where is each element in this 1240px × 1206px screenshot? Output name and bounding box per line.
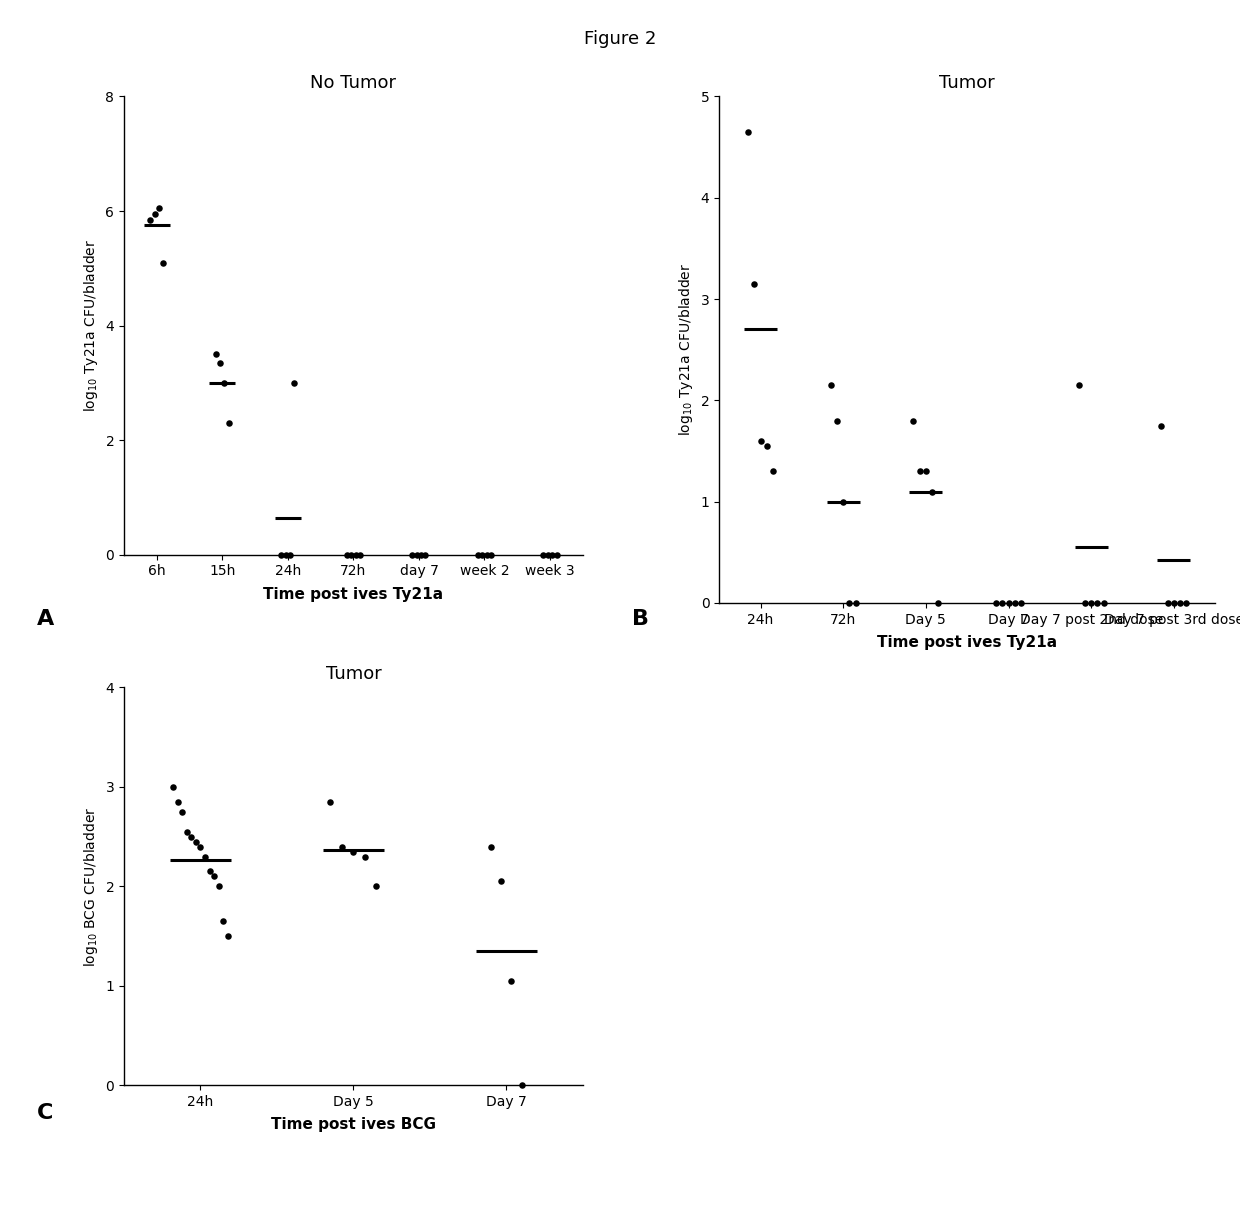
Point	[332, 837, 352, 856]
Title: Tumor: Tumor	[940, 74, 994, 92]
Point	[1158, 593, 1178, 613]
Point	[275, 545, 295, 564]
Point	[200, 862, 219, 882]
Point	[467, 545, 487, 564]
Y-axis label: log$_{10}$ BCG CFU/bladder: log$_{10}$ BCG CFU/bladder	[82, 807, 100, 966]
Point	[355, 847, 374, 866]
Point	[1069, 375, 1089, 394]
Point	[218, 926, 238, 946]
Point	[923, 482, 942, 502]
Point	[512, 1076, 532, 1095]
Point	[998, 593, 1018, 613]
Y-axis label: log$_{10}$ Ty21a CFU/bladder: log$_{10}$ Ty21a CFU/bladder	[677, 263, 696, 437]
Point	[343, 842, 363, 861]
Point	[280, 545, 300, 564]
Point	[1164, 593, 1184, 613]
Point	[403, 545, 423, 564]
Point	[145, 204, 165, 223]
Point	[206, 345, 226, 364]
Point	[341, 545, 361, 564]
Point	[542, 545, 562, 564]
Point	[1171, 593, 1190, 613]
Point	[195, 847, 215, 866]
Point	[191, 837, 211, 856]
Point	[412, 545, 432, 564]
Point	[215, 374, 234, 393]
Point	[219, 414, 239, 433]
Point	[916, 462, 936, 481]
Point	[208, 877, 228, 896]
Point	[827, 411, 847, 431]
Point	[272, 545, 291, 564]
Point	[186, 832, 206, 851]
Point	[407, 545, 427, 564]
Point	[149, 199, 169, 218]
Point	[1152, 416, 1172, 435]
Point	[205, 867, 224, 886]
Point	[172, 802, 192, 821]
Point	[1004, 593, 1024, 613]
Point	[154, 253, 174, 273]
Point	[1087, 593, 1107, 613]
Point	[415, 545, 435, 564]
Point	[986, 593, 1006, 613]
Point	[839, 593, 859, 613]
Point	[744, 274, 764, 293]
Point	[1075, 593, 1095, 613]
Point	[1094, 593, 1114, 613]
Point	[167, 792, 187, 812]
Point	[501, 971, 521, 990]
Point	[821, 375, 841, 394]
Point	[904, 411, 924, 431]
Point	[162, 777, 182, 796]
Point	[211, 353, 231, 373]
Point	[346, 545, 366, 564]
X-axis label: Time post ives Ty21a: Time post ives Ty21a	[263, 587, 444, 602]
Point	[350, 545, 370, 564]
Point	[738, 122, 758, 141]
Point	[140, 210, 160, 229]
Point	[750, 432, 770, 451]
Point	[472, 545, 492, 564]
Y-axis label: log$_{10}$ Ty21a CFU/bladder: log$_{10}$ Ty21a CFU/bladder	[82, 239, 100, 412]
Point	[763, 462, 782, 481]
Text: A: A	[37, 609, 55, 630]
Point	[992, 593, 1012, 613]
Point	[929, 593, 949, 613]
Point	[1011, 593, 1030, 613]
Point	[846, 593, 866, 613]
Title: Tumor: Tumor	[326, 665, 381, 683]
Point	[320, 792, 340, 812]
X-axis label: Time post ives BCG: Time post ives BCG	[270, 1118, 436, 1132]
Point	[481, 837, 501, 856]
Point	[284, 374, 304, 393]
Text: Figure 2: Figure 2	[584, 30, 656, 48]
Text: B: B	[632, 609, 650, 630]
Point	[476, 545, 496, 564]
Point	[756, 437, 776, 456]
Point	[337, 545, 357, 564]
Point	[910, 462, 930, 481]
Point	[1177, 593, 1197, 613]
X-axis label: Time post ives Ty21a: Time post ives Ty21a	[877, 636, 1058, 650]
Point	[533, 545, 553, 564]
Point	[538, 545, 558, 564]
Point	[213, 912, 233, 931]
Point	[491, 872, 511, 891]
Point	[833, 492, 853, 511]
Point	[481, 545, 501, 564]
Point	[181, 827, 201, 847]
Point	[1081, 593, 1101, 613]
Text: C: C	[37, 1103, 53, 1124]
Point	[177, 822, 197, 842]
Point	[547, 545, 567, 564]
Title: No Tumor: No Tumor	[310, 74, 397, 92]
Point	[366, 877, 386, 896]
